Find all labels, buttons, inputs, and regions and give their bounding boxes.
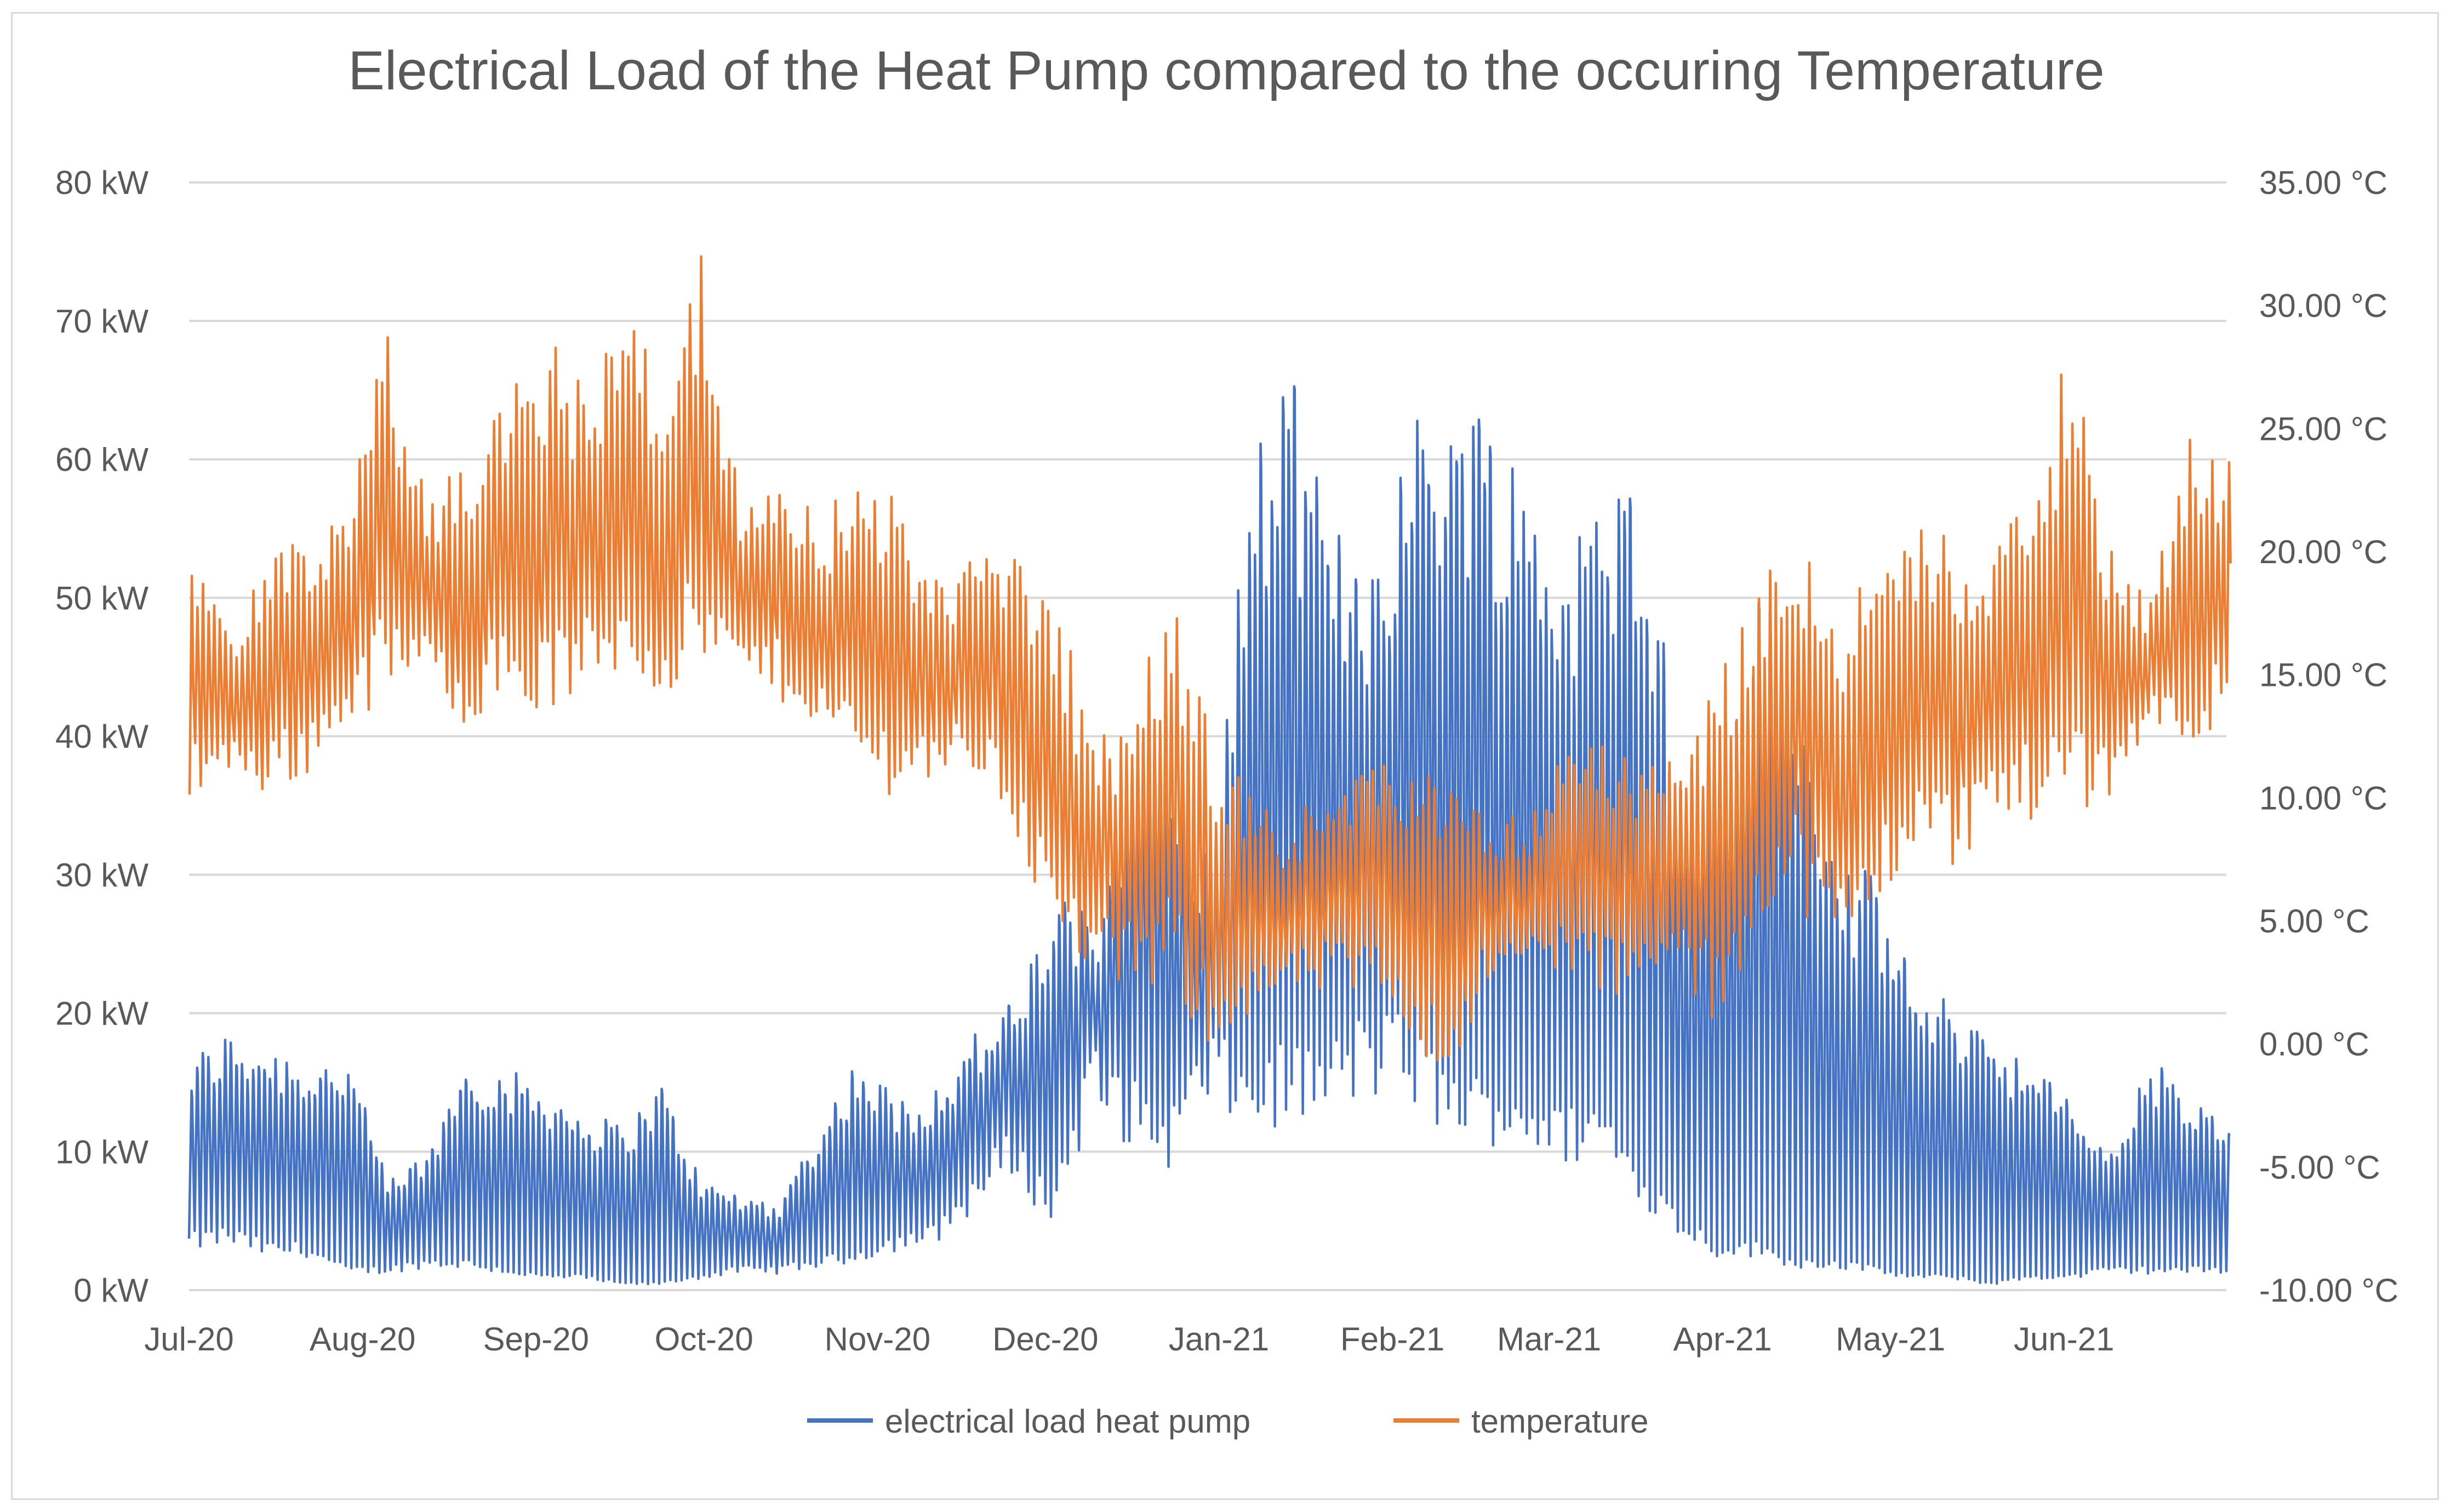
right-tick-label: 10.00 °C — [2259, 780, 2387, 816]
x-tick-label: Oct-20 — [655, 1321, 753, 1358]
x-tick-label: Sep-20 — [483, 1321, 589, 1358]
left-axis-ticks: 0 kW 10 kW 20 kW 30 kW 40 kW 50 kW 60 kW 70 kW 8… — [55, 164, 148, 1309]
right-tick-label: 0.00 °C — [2259, 1026, 2369, 1063]
x-tick-label: Feb-21 — [1340, 1321, 1444, 1358]
x-tick-label: May-21 — [1836, 1321, 1945, 1358]
series-temperature-line — [188, 255, 2232, 1062]
left-tick-label: 80 kW — [55, 164, 148, 201]
right-tick-label: 30.00 °C — [2259, 288, 2387, 324]
series-layer — [187, 255, 2232, 1286]
legend: electrical load heat pump temperature — [807, 1403, 1649, 1440]
left-tick-label: 30 kW — [55, 857, 148, 894]
x-tick-label: Jul-20 — [144, 1321, 233, 1358]
right-tick-label: 5.00 °C — [2259, 903, 2369, 940]
right-tick-label: 25.00 °C — [2259, 410, 2387, 447]
x-tick-label: Nov-20 — [825, 1321, 930, 1358]
chart-svg: Electrical Load of the Heat Pump compare… — [55, 40, 2398, 1440]
left-tick-label: 0 kW — [73, 1272, 148, 1309]
x-tick-label: Jan-21 — [1169, 1321, 1269, 1358]
chart-title: Electrical Load of the Heat Pump compare… — [348, 40, 2104, 101]
right-axis-ticks: -10.00 °C -5.00 °C 0.00 °C 5.00 °C 10.00 °C 1… — [2259, 164, 2398, 1309]
right-tick-label: 35.00 °C — [2259, 164, 2387, 201]
x-tick-label: Mar-21 — [1497, 1321, 1601, 1358]
legend-label-electrical-load: electrical load heat pump — [885, 1403, 1250, 1440]
right-tick-label: 15.00 °C — [2259, 657, 2387, 694]
x-tick-label: Apr-21 — [1673, 1321, 1772, 1358]
right-tick-label: -5.00 °C — [2259, 1149, 2380, 1185]
left-tick-label: 60 kW — [55, 442, 148, 478]
legend-label-temperature: temperature — [1471, 1403, 1649, 1440]
x-tick-label: Dec-20 — [992, 1321, 1098, 1358]
right-tick-label: -10.00 °C — [2259, 1272, 2398, 1309]
left-tick-label: 50 kW — [55, 580, 148, 616]
left-tick-label: 40 kW — [55, 718, 148, 755]
chart-frame: Electrical Load of the Heat Pump compare… — [11, 12, 2439, 1500]
x-tick-label: Aug-20 — [310, 1321, 415, 1358]
left-tick-label: 20 kW — [55, 995, 148, 1032]
x-axis-ticks: Jul-20 Aug-20 Sep-20 Oct-20 Nov-20 Dec-20 Jan-… — [144, 1321, 2114, 1358]
left-tick-label: 10 kW — [55, 1133, 148, 1170]
right-tick-label: 20.00 °C — [2259, 534, 2387, 570]
x-tick-label: Jun-21 — [2014, 1321, 2114, 1358]
left-tick-label: 70 kW — [55, 303, 148, 340]
